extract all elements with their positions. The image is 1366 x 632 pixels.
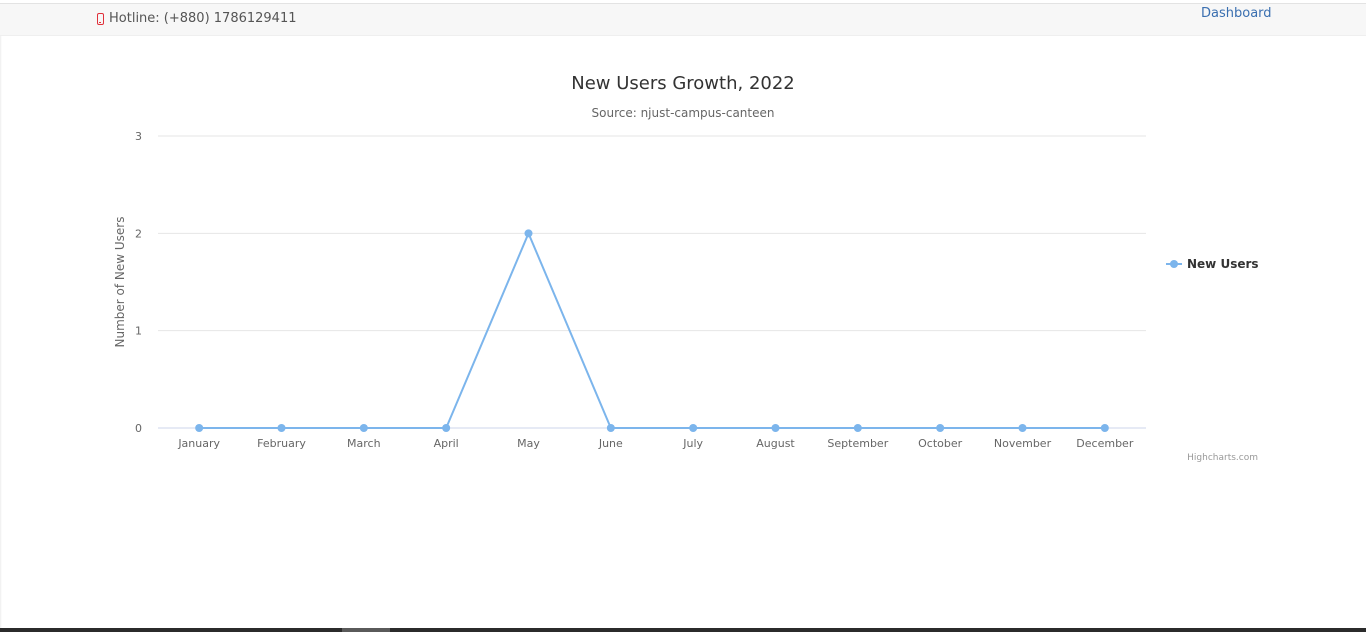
phone-icon — [97, 12, 104, 25]
x-axis-ticks: January February March April May June July Augu… — [177, 437, 1134, 450]
y-tick-label: 3 — [135, 130, 142, 143]
x-tick-label: May — [517, 437, 540, 450]
data-point[interactable] — [606, 424, 615, 432]
legend-label: New Users — [1187, 257, 1259, 271]
scrollbar-thumb[interactable] — [342, 628, 390, 632]
data-point[interactable] — [359, 424, 368, 432]
data-point[interactable] — [1018, 424, 1027, 432]
y-tick-label: 0 — [135, 422, 142, 435]
data-point[interactable] — [442, 424, 451, 432]
x-tick-label: November — [994, 437, 1052, 450]
chart-subtitle: Source: njust-campus-canteen — [592, 106, 775, 120]
data-point[interactable] — [1100, 424, 1109, 432]
data-point[interactable] — [195, 424, 204, 432]
legend[interactable]: New Users — [1166, 257, 1259, 271]
x-tick-label: January — [177, 437, 220, 450]
x-tick-label: April — [434, 437, 459, 450]
legend-marker — [1170, 260, 1178, 268]
y-tick-label: 2 — [135, 227, 142, 240]
data-point[interactable] — [524, 229, 533, 238]
left-edge-shadow — [0, 36, 2, 630]
dashboard-link[interactable]: Dashboard — [1201, 6, 1272, 21]
x-tick-label: February — [257, 437, 306, 450]
x-tick-label: March — [347, 437, 381, 450]
data-point[interactable] — [771, 424, 780, 432]
x-tick-label: October — [918, 437, 962, 450]
series-line — [199, 232, 1105, 429]
hotline-text: Hotline: (+880) 1786129411 — [109, 11, 297, 26]
grid-lines — [158, 135, 1146, 429]
chart-title: New Users Growth, 2022 — [571, 73, 795, 94]
top-border — [0, 0, 1366, 4]
x-tick-label: August — [756, 437, 795, 450]
y-tick-label: 1 — [135, 325, 142, 338]
data-point[interactable] — [689, 424, 698, 432]
x-tick-label: July — [682, 437, 703, 450]
x-tick-label: December — [1076, 437, 1134, 450]
x-tick-label: September — [827, 437, 888, 450]
top-bar: Hotline: (+880) 1786129411 Dashboard — [0, 4, 1366, 36]
data-point[interactable] — [936, 424, 945, 432]
data-point[interactable] — [277, 424, 286, 432]
credits-link[interactable]: Highcharts.com — [1187, 453, 1258, 463]
y-axis-label: Number of New Users — [113, 217, 127, 348]
y-axis-ticks: 0 1 2 3 — [135, 130, 142, 435]
x-tick-label: June — [598, 437, 623, 450]
hotline: Hotline: (+880) 1786129411 — [97, 11, 297, 26]
data-point[interactable] — [853, 424, 862, 432]
bottom-scrollbar[interactable] — [0, 628, 1366, 632]
series-group — [195, 229, 1109, 432]
